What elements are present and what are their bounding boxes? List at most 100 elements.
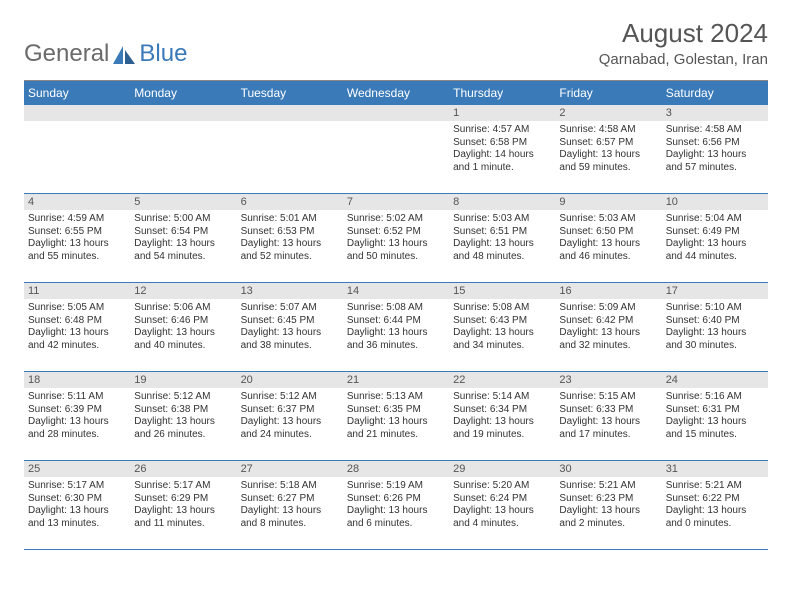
sunset-text: Sunset: 6:54 PM <box>134 226 232 239</box>
sunset-text: Sunset: 6:26 PM <box>347 493 445 506</box>
sunrise-text: Sunrise: 5:14 AM <box>453 391 551 404</box>
sunset-text: Sunset: 6:46 PM <box>134 315 232 328</box>
sunset-text: Sunset: 6:38 PM <box>134 404 232 417</box>
day-body: Sunrise: 4:57 AMSunset: 6:58 PMDaylight:… <box>449 121 555 177</box>
sunrise-text: Sunrise: 5:08 AM <box>347 302 445 315</box>
sunset-text: Sunset: 6:27 PM <box>241 493 339 506</box>
daylight-text: Daylight: 13 hours and 57 minutes. <box>666 149 764 174</box>
month-title: August 2024 <box>599 18 768 49</box>
day-number: 8 <box>449 194 555 210</box>
day-cell: 23Sunrise: 5:15 AMSunset: 6:33 PMDayligh… <box>555 372 661 460</box>
week-row: 11Sunrise: 5:05 AMSunset: 6:48 PMDayligh… <box>24 283 768 372</box>
day-number: 5 <box>130 194 236 210</box>
sunrise-text: Sunrise: 5:15 AM <box>559 391 657 404</box>
sunrise-text: Sunrise: 5:13 AM <box>347 391 445 404</box>
sunrise-text: Sunrise: 5:10 AM <box>666 302 764 315</box>
day-body: Sunrise: 5:10 AMSunset: 6:40 PMDaylight:… <box>662 299 768 355</box>
sunset-text: Sunset: 6:40 PM <box>666 315 764 328</box>
day-cell: 20Sunrise: 5:12 AMSunset: 6:37 PMDayligh… <box>237 372 343 460</box>
logo-text-general: General <box>24 40 109 68</box>
daylight-text: Daylight: 13 hours and 59 minutes. <box>559 149 657 174</box>
daylight-text: Daylight: 13 hours and 44 minutes. <box>666 238 764 263</box>
day-cell <box>130 105 236 193</box>
day-body: Sunrise: 4:58 AMSunset: 6:56 PMDaylight:… <box>662 121 768 177</box>
day-number: 11 <box>24 283 130 299</box>
day-cell: 16Sunrise: 5:09 AMSunset: 6:42 PMDayligh… <box>555 283 661 371</box>
day-body: Sunrise: 5:18 AMSunset: 6:27 PMDaylight:… <box>237 477 343 533</box>
sunset-text: Sunset: 6:58 PM <box>453 137 551 150</box>
sunrise-text: Sunrise: 5:07 AM <box>241 302 339 315</box>
day-cell: 3Sunrise: 4:58 AMSunset: 6:56 PMDaylight… <box>662 105 768 193</box>
day-header: Wednesday <box>343 81 449 105</box>
day-body: Sunrise: 5:15 AMSunset: 6:33 PMDaylight:… <box>555 388 661 444</box>
sunset-text: Sunset: 6:42 PM <box>559 315 657 328</box>
week-row: 18Sunrise: 5:11 AMSunset: 6:39 PMDayligh… <box>24 372 768 461</box>
day-number: 29 <box>449 461 555 477</box>
day-cell: 7Sunrise: 5:02 AMSunset: 6:52 PMDaylight… <box>343 194 449 282</box>
day-cell: 4Sunrise: 4:59 AMSunset: 6:55 PMDaylight… <box>24 194 130 282</box>
day-body: Sunrise: 5:09 AMSunset: 6:42 PMDaylight:… <box>555 299 661 355</box>
sunrise-text: Sunrise: 4:58 AM <box>666 124 764 137</box>
daylight-text: Daylight: 13 hours and 34 minutes. <box>453 327 551 352</box>
day-number: 18 <box>24 372 130 388</box>
sunset-text: Sunset: 6:55 PM <box>28 226 126 239</box>
day-number: 31 <box>662 461 768 477</box>
day-cell: 22Sunrise: 5:14 AMSunset: 6:34 PMDayligh… <box>449 372 555 460</box>
sunrise-text: Sunrise: 5:05 AM <box>28 302 126 315</box>
day-body: Sunrise: 5:12 AMSunset: 6:38 PMDaylight:… <box>130 388 236 444</box>
day-body: Sunrise: 5:17 AMSunset: 6:30 PMDaylight:… <box>24 477 130 533</box>
day-body: Sunrise: 5:07 AMSunset: 6:45 PMDaylight:… <box>237 299 343 355</box>
daylight-text: Daylight: 13 hours and 28 minutes. <box>28 416 126 441</box>
day-header: Sunday <box>24 81 130 105</box>
sunrise-text: Sunrise: 5:12 AM <box>241 391 339 404</box>
sunset-text: Sunset: 6:45 PM <box>241 315 339 328</box>
day-cell: 11 Sunrise: 5:05 AMSunset: 6:48 PMDayligh… <box>24 283 130 371</box>
day-cell: 17Sunrise: 5:10 AMSunset: 6:40 PMDayligh… <box>662 283 768 371</box>
sunrise-text: Sunrise: 4:59 AM <box>28 213 126 226</box>
daylight-text: Daylight: 13 hours and 13 minutes. <box>28 505 126 530</box>
day-number: 14 <box>343 283 449 299</box>
daylight-text: Daylight: 13 hours and 30 minutes. <box>666 327 764 352</box>
daylight-text: Daylight: 13 hours and 15 minutes. <box>666 416 764 441</box>
sunset-text: Sunset: 6:43 PM <box>453 315 551 328</box>
daylight-text: Daylight: 13 hours and 42 minutes. <box>28 327 126 352</box>
daylight-text: Daylight: 13 hours and 17 minutes. <box>559 416 657 441</box>
sunrise-text: Sunrise: 5:01 AM <box>241 213 339 226</box>
day-cell: 6Sunrise: 5:01 AMSunset: 6:53 PMDaylight… <box>237 194 343 282</box>
sunrise-text: Sunrise: 5:21 AM <box>559 480 657 493</box>
day-number: 13 <box>237 283 343 299</box>
day-cell: 9Sunrise: 5:03 AMSunset: 6:50 PMDaylight… <box>555 194 661 282</box>
day-body: Sunrise: 5:20 AMSunset: 6:24 PMDaylight:… <box>449 477 555 533</box>
day-body: Sunrise: 5:00 AMSunset: 6:54 PMDaylight:… <box>130 210 236 266</box>
sunrise-text: Sunrise: 5:08 AM <box>453 302 551 315</box>
day-number <box>343 105 449 121</box>
day-body: Sunrise: 5:21 AMSunset: 6:22 PMDaylight:… <box>662 477 768 533</box>
day-number: 19 <box>130 372 236 388</box>
day-number: 23 <box>555 372 661 388</box>
day-body: Sunrise: 5:02 AMSunset: 6:52 PMDaylight:… <box>343 210 449 266</box>
day-header-row: SundayMondayTuesdayWednesdayThursdayFrid… <box>24 81 768 105</box>
sunrise-text: Sunrise: 4:58 AM <box>559 124 657 137</box>
day-number: 21 <box>343 372 449 388</box>
daylight-text: Daylight: 13 hours and 40 minutes. <box>134 327 232 352</box>
day-number: 7 <box>343 194 449 210</box>
day-number: 15 <box>449 283 555 299</box>
day-cell: 15 Sunrise: 5:08 AMSunset: 6:43 PMDayligh… <box>449 283 555 371</box>
daylight-text: Daylight: 13 hours and 21 minutes. <box>347 416 445 441</box>
day-number: 1 <box>449 105 555 121</box>
day-cell: 13Sunrise: 5:07 AMSunset: 6:45 PMDayligh… <box>237 283 343 371</box>
sunset-text: Sunset: 6:51 PM <box>453 226 551 239</box>
sunset-text: Sunset: 6:48 PM <box>28 315 126 328</box>
sunrise-text: Sunrise: 4:57 AM <box>453 124 551 137</box>
sunrise-text: Sunrise: 5:16 AM <box>666 391 764 404</box>
day-number: 2 <box>555 105 661 121</box>
daylight-text: Daylight: 13 hours and 11 minutes. <box>134 505 232 530</box>
weeks-container: 1Sunrise: 4:57 AMSunset: 6:58 PMDaylight… <box>24 105 768 550</box>
sunset-text: Sunset: 6:29 PM <box>134 493 232 506</box>
day-body: Sunrise: 5:11 AMSunset: 6:39 PMDaylight:… <box>24 388 130 444</box>
day-cell: 1Sunrise: 4:57 AMSunset: 6:58 PMDaylight… <box>449 105 555 193</box>
day-cell: 21Sunrise: 5:13 AMSunset: 6:35 PMDayligh… <box>343 372 449 460</box>
daylight-text: Daylight: 13 hours and 0 minutes. <box>666 505 764 530</box>
day-cell: 24Sunrise: 5:16 AMSunset: 6:31 PMDayligh… <box>662 372 768 460</box>
logo-sail-icon <box>111 42 137 66</box>
